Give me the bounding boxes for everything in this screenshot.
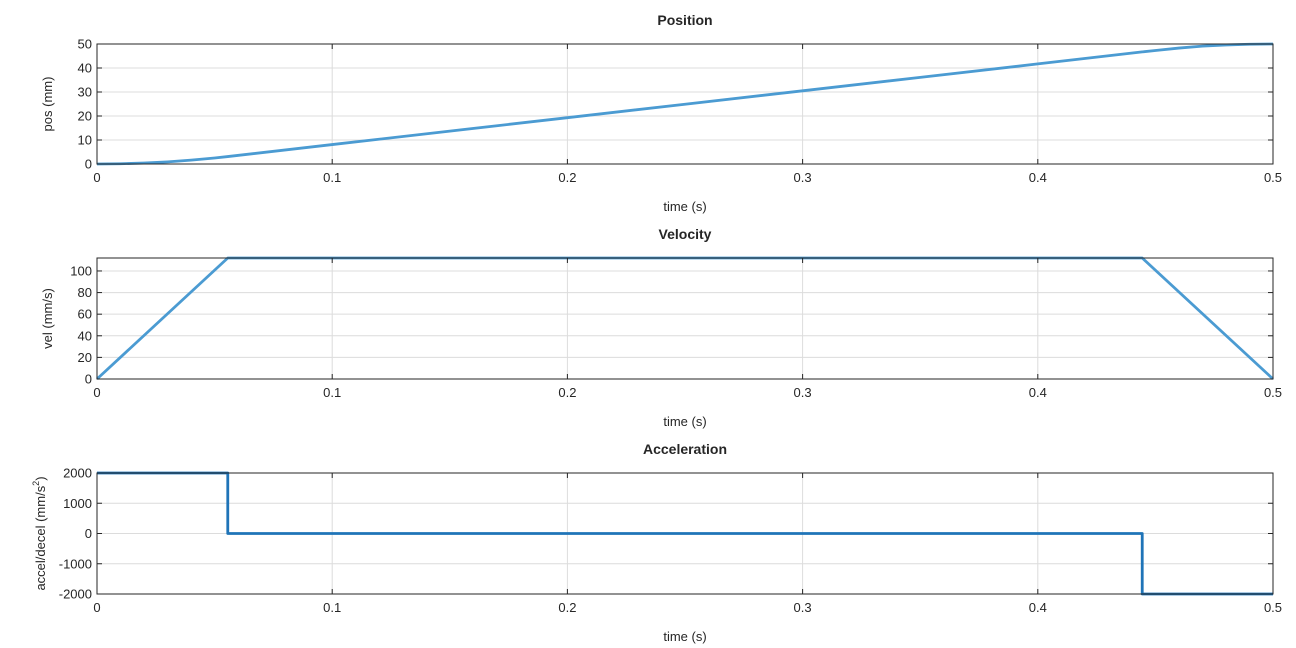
- y-tick-label: -2000: [59, 587, 92, 602]
- series-line-position: [96, 42, 1274, 166]
- y-tick-label: 10: [78, 133, 92, 148]
- subplot-acceleration: 0 0.1 0.2 0.3 0.4 0.5 -2000 -1000 0 1000 2000 Accel…: [31, 441, 1282, 644]
- subplot-velocity: 0 0.1 0.2 0.3 0.4 0.5 0 20 40 60 80 100 Velocity time…: [40, 226, 1282, 429]
- subplot-position: 0 0.1 0.2 0.3 0.4 0.5 0 10 20 30 40 50 Position time …: [40, 12, 1282, 214]
- y-axis-label-suffix: ): [33, 476, 48, 480]
- x-tick-label: 0.3: [794, 385, 812, 400]
- x-tick-label: 0.5: [1264, 385, 1282, 400]
- y-tick-label: 50: [78, 37, 92, 52]
- plot-area: [97, 258, 1273, 379]
- x-tick-label: 0.3: [794, 600, 812, 615]
- y-tick-label: 60: [78, 307, 92, 322]
- y-tick-label: 2000: [63, 466, 92, 481]
- x-axis-label: time (s): [663, 414, 706, 429]
- y-tick-label: 40: [78, 61, 92, 76]
- y-axis-label-text: vel (mm/s): [40, 288, 55, 349]
- y-axis-label-text: pos (mm): [40, 77, 55, 132]
- y-tick-label: 20: [78, 350, 92, 365]
- y-tick-label: 100: [70, 263, 92, 278]
- x-tick-label: 0.3: [794, 170, 812, 185]
- y-axis-label: pos (mm): [40, 77, 55, 132]
- x-axis-label: time (s): [663, 199, 706, 214]
- x-tick-label: 0.4: [1029, 385, 1047, 400]
- x-tick-label: 0.1: [323, 170, 341, 185]
- chart-title: Position: [657, 12, 712, 28]
- x-tick-label: 0.1: [323, 385, 341, 400]
- y-axis-label-superscript: 2: [31, 481, 41, 486]
- y-axis-label: vel (mm/s): [40, 288, 55, 349]
- x-tick-label: 0: [93, 600, 100, 615]
- y-axis-label-text: accel/decel (mm/s: [33, 485, 48, 590]
- x-axis-label: time (s): [663, 629, 706, 644]
- chart-title: Acceleration: [643, 441, 727, 457]
- y-tick-label: 80: [78, 285, 92, 300]
- y-tick-label: -1000: [59, 556, 92, 571]
- x-tick-label: 0.4: [1029, 600, 1047, 615]
- y-tick-label: 20: [78, 109, 92, 124]
- x-tick-label: 0.5: [1264, 170, 1282, 185]
- x-tick-label: 0.4: [1029, 170, 1047, 185]
- x-tick-label: 0.2: [558, 385, 576, 400]
- y-tick-label: 30: [78, 85, 92, 100]
- chart-title: Velocity: [659, 226, 712, 242]
- y-tick-label: 0: [85, 372, 92, 387]
- y-tick-label: 40: [78, 328, 92, 343]
- axes-box: [96, 43, 1274, 165]
- x-tick-label: 0.5: [1264, 600, 1282, 615]
- y-tick-label: 0: [85, 157, 92, 172]
- y-axis-label: accel/decel (mm/s2): [31, 476, 48, 590]
- y-tick-label: 0: [85, 526, 92, 541]
- x-tick-label: 0.2: [558, 170, 576, 185]
- x-tick-label: 0.2: [558, 600, 576, 615]
- axes-box: [96, 257, 1274, 380]
- x-tick-label: 0: [93, 170, 100, 185]
- x-tick-label: 0.1: [323, 600, 341, 615]
- y-tick-label: 1000: [63, 496, 92, 511]
- x-tick-label: 0: [93, 385, 100, 400]
